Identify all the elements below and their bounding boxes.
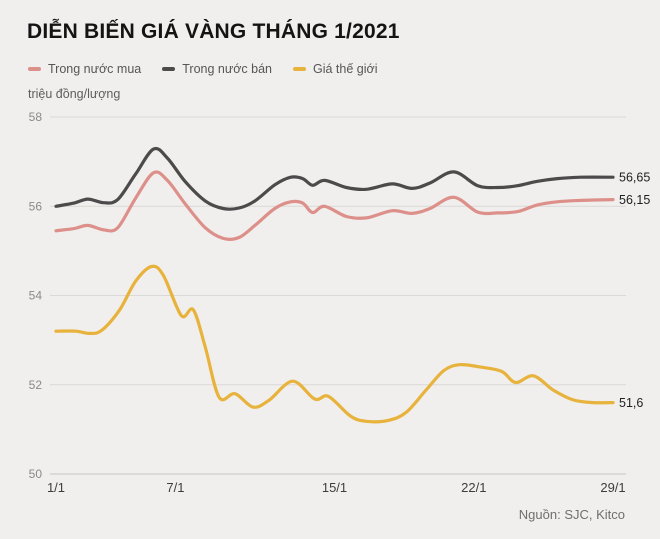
series-end-label-trong-nuoc-mua: 56,15 xyxy=(619,193,650,207)
line-series-trong-nuoc-ban xyxy=(54,146,615,211)
chart-title: DIỄN BIẾN GIÁ VÀNG THÁNG 1/2021 xyxy=(27,20,400,43)
line-series-gia-the-gioi xyxy=(54,264,615,424)
legend-item-gia-the-gioi: Giá thế giới xyxy=(293,62,377,76)
legend-item-trong-nuoc-mua: Trong nước mua xyxy=(28,62,141,76)
x-axis-tick-label: 15/1 xyxy=(322,480,347,495)
x-axis-tick-label: 7/1 xyxy=(166,480,184,495)
legend-label: Trong nước bán xyxy=(182,62,272,76)
legend-label: Trong nước mua xyxy=(48,62,142,76)
x-axis-tick-label: 29/1 xyxy=(600,480,625,495)
source-credit: Nguồn: SJC, Kitco xyxy=(518,507,625,522)
legend-item-trong-nuoc-ban: Trong nước bán xyxy=(162,62,272,76)
series-end-label-trong-nuoc-ban: 56,65 xyxy=(619,171,650,185)
y-axis-tick-label: 52 xyxy=(29,378,43,392)
legend-line-marker-icon xyxy=(162,67,176,71)
legend: Trong nước mua Trong nước bán Giá thế gi… xyxy=(28,62,398,76)
line-series-trong-nuoc-mua xyxy=(54,170,615,241)
y-axis-unit-label: triệu đồng/lượng xyxy=(28,87,121,101)
y-axis-tick-label: 56 xyxy=(29,199,43,213)
y-axis-tick-label: 50 xyxy=(29,467,43,481)
x-axis-tick-label: 1/1 xyxy=(47,480,65,495)
x-axis-tick-label: 22/1 xyxy=(461,480,486,495)
y-axis-tick-label: 58 xyxy=(29,110,43,124)
series-end-label-gia-the-gioi: 51,6 xyxy=(619,396,643,410)
legend-label: Giá thế giới xyxy=(313,62,378,76)
y-axis-tick-label: 54 xyxy=(29,289,43,303)
legend-line-marker-icon xyxy=(28,67,41,71)
legend-line-marker-icon xyxy=(293,67,306,71)
